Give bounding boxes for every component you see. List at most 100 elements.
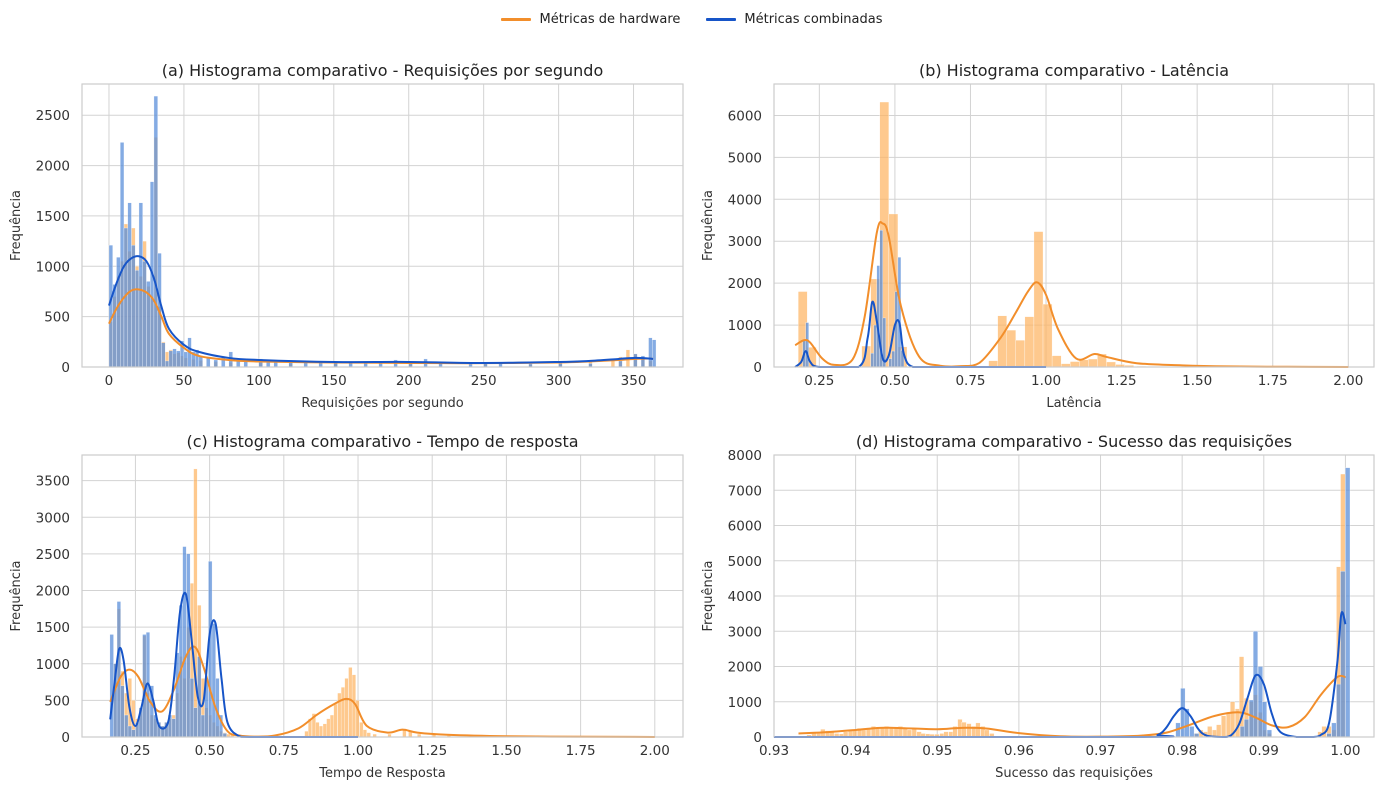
chart-b-ylabel: Frequência: [701, 190, 716, 261]
chart-d-ytick-label: 3000: [728, 624, 762, 640]
chart-d-frame: [773, 454, 1375, 738]
chart-a-bar-combined: [142, 261, 147, 368]
chart-d-ytick-label: 2000: [728, 660, 762, 676]
chart-c-xtick-label: 1.50: [491, 743, 521, 759]
chart-b-bar-hardware: [1070, 361, 1080, 368]
chart-a-title: (a) Histograma comparativo - Requisições…: [162, 61, 604, 80]
chart-c-bar-hardware: [344, 678, 349, 738]
chart-c-ytick-label: 3000: [36, 510, 70, 526]
chart-a-bar-combined: [138, 202, 143, 368]
chart-d-bar-hardware: [1239, 656, 1245, 738]
chart-a-xtick-label: 250: [471, 373, 497, 389]
chart-b-bar-hardware: [1079, 359, 1089, 368]
chart-d-xtick-label: 0.98: [1167, 743, 1197, 759]
chart-a-bar-combined: [618, 360, 623, 368]
chart-c-ytick-label: 1500: [36, 620, 70, 636]
legend-item-hardware: Métricas de hardware: [501, 12, 680, 27]
chart-b-bar-hardware: [1024, 316, 1035, 368]
chart-c-bar-hardware: [315, 722, 320, 738]
chart-d-xtick-label: 0.94: [841, 743, 871, 759]
chart-c-bar-combined: [131, 729, 136, 738]
chart-a-bar-combined: [648, 337, 653, 368]
chart-a-ytick-label: 0: [61, 360, 70, 376]
chart-b-bar-hardware: [1042, 303, 1053, 368]
chart-c-bar-combined: [120, 685, 125, 738]
chart-c-bar-hardware: [193, 468, 198, 738]
chart-d-ytick-label: 1000: [728, 695, 762, 711]
chart-c-bar-combined: [109, 634, 114, 738]
chart-c-title: (c) Histograma comparativo - Tempo de re…: [186, 432, 578, 451]
chart-d-bar-combined: [1239, 726, 1245, 738]
chart-d-bar-hardware: [1221, 715, 1227, 738]
chart-b-bar-hardware: [1006, 329, 1016, 368]
chart-c-bar-combined: [200, 714, 205, 738]
chart-d-xtick-label: 1.00: [1330, 743, 1360, 759]
chart-a-xtick-label: 150: [321, 373, 347, 389]
chart-b-bar-combined: [870, 353, 874, 368]
chart-b-ytick-label: 6000: [728, 108, 762, 124]
chart-c-bar-combined: [171, 718, 176, 738]
chart-c-xtick-label: 1.00: [343, 743, 373, 759]
chart-c-bar-combined: [116, 601, 121, 738]
chart-d-title: (d) Histograma comparativo - Sucesso das…: [856, 432, 1292, 451]
chart-b-xtick-label: 1.75: [1258, 373, 1288, 389]
chart-c-bar-hardware: [362, 729, 367, 738]
chart-d-ylabel: Frequência: [701, 560, 716, 631]
chart-b-bar-combined: [894, 291, 899, 368]
chart-b-bar-hardware: [1106, 361, 1116, 368]
chart-a-xtick-label: 0: [105, 373, 114, 389]
chart-a-xtick-label: 350: [621, 373, 647, 389]
chart-c-bar-combined: [193, 707, 198, 738]
chart-a-xlabel: Requisições por segundo: [301, 396, 463, 411]
chart-d-ytick-label: 4000: [728, 589, 762, 605]
legend: Métricas de hardware Métricas combinadas: [0, 8, 1384, 30]
chart-c-bar-combined: [186, 553, 191, 738]
chart-a-ytick-label: 2000: [36, 159, 70, 175]
chart-d-bar-hardware: [1216, 724, 1222, 738]
chart-c-bar-hardware: [329, 714, 334, 738]
chart-d-bar-combined: [1345, 467, 1351, 738]
chart-c-bar-hardware: [333, 703, 338, 738]
chart-b-ytick-label: 3000: [728, 234, 762, 250]
chart-d-kde-hardware: [798, 674, 1346, 738]
chart-a-xtick-label: 50: [175, 373, 192, 389]
chart-c-xtick-label: 0.75: [269, 743, 299, 759]
chart-b-xtick-label: 0.75: [955, 373, 985, 389]
chart-b-kde-combined: [794, 300, 1047, 368]
chart-c-bar-combined: [124, 714, 129, 738]
chart-d-ytick-label: 8000: [728, 448, 762, 464]
chart-d-xtick-label: 0.96: [1004, 743, 1034, 759]
chart-a-bar-combined: [206, 357, 211, 368]
legend-label-hardware: Métricas de hardware: [539, 11, 681, 27]
chart-a-bar-combined: [108, 244, 113, 368]
chart-a-bar-combined: [120, 142, 125, 368]
chart-c-ytick-label: 500: [44, 693, 70, 709]
chart-a-ytick-label: 500: [44, 310, 70, 326]
chart-a-bar-combined: [131, 244, 136, 368]
chart-b-xlabel: Latência: [1046, 396, 1101, 411]
chart-c-xtick-label: 0.50: [195, 743, 225, 759]
chart-a-bar-combined: [165, 360, 170, 368]
chart-b-ytick-label: 0: [753, 360, 762, 376]
chart-b-ytick-label: 1000: [728, 318, 762, 334]
chart-b-xtick-label: 1.50: [1182, 373, 1212, 389]
chart-c-bar-combined: [182, 546, 187, 738]
chart-c-bar-hardware: [340, 687, 345, 738]
chart-b-ytick-label: 2000: [728, 276, 762, 292]
chart-d-bar-combined: [1180, 688, 1186, 738]
chart-c-ytick-label: 0: [61, 730, 70, 746]
chart-a-kde-combined: [108, 255, 654, 364]
chart-c-ytick-label: 1000: [36, 657, 70, 673]
chart-a-bar-combined: [633, 353, 638, 368]
chart-d-bar-hardware: [966, 723, 972, 738]
chart-b-xtick-label: 0.50: [880, 373, 910, 389]
chart-a-bar-combined: [112, 284, 117, 368]
chart-c-bar-combined: [211, 623, 216, 738]
legend-label-combined: Métricas combinadas: [744, 11, 883, 27]
chart-a-bar-combined: [135, 270, 140, 368]
chart-b-frame: [773, 83, 1375, 368]
chart-a-bar-combined: [172, 348, 177, 368]
chart-d-bar-hardware: [893, 728, 899, 738]
chart-d-bar-combined: [1244, 719, 1249, 738]
